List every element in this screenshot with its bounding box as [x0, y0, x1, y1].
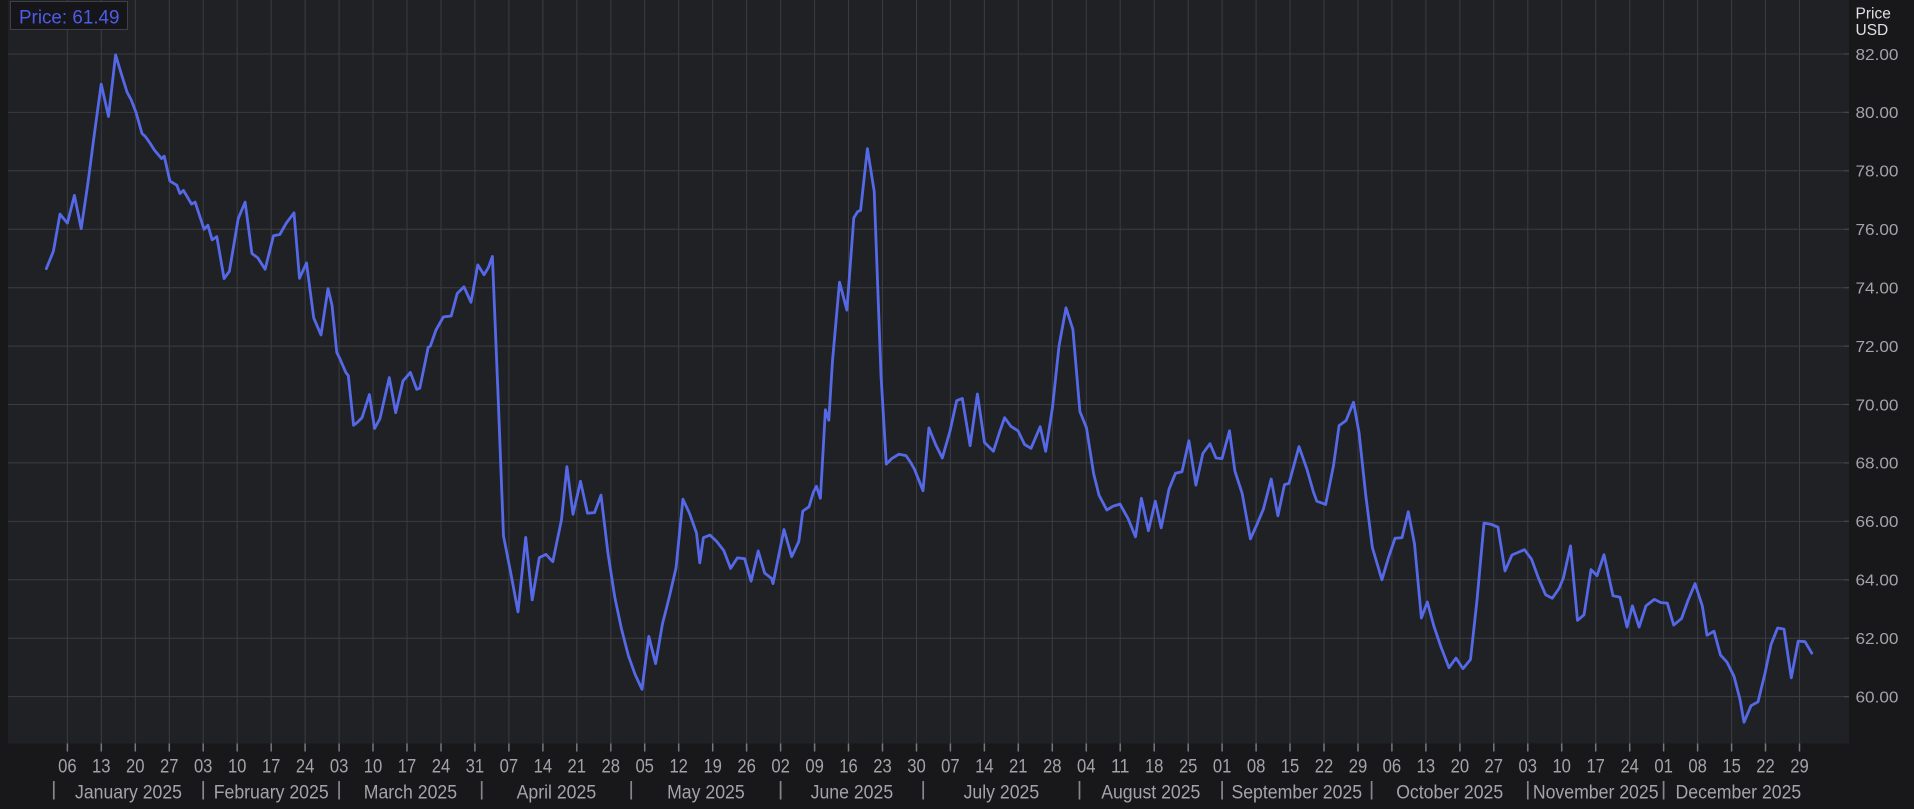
- svg-text:August 2025: August 2025: [1101, 783, 1200, 804]
- svg-text:01: 01: [1654, 757, 1673, 778]
- svg-text:23: 23: [873, 757, 892, 778]
- svg-text:74.00: 74.00: [1856, 281, 1899, 298]
- svg-text:66.00: 66.00: [1856, 514, 1899, 531]
- svg-text:July 2025: July 2025: [964, 783, 1040, 804]
- svg-text:January 2025: January 2025: [75, 783, 182, 804]
- svg-text:22: 22: [1756, 757, 1775, 778]
- svg-text:13: 13: [92, 757, 111, 778]
- svg-text:21: 21: [568, 757, 587, 778]
- svg-text:12: 12: [669, 757, 688, 778]
- svg-text:06: 06: [1383, 757, 1402, 778]
- svg-text:02: 02: [771, 757, 790, 778]
- svg-text:December 2025: December 2025: [1676, 783, 1802, 804]
- svg-text:03: 03: [330, 757, 349, 778]
- svg-text:70.00: 70.00: [1856, 397, 1899, 414]
- svg-text:10: 10: [228, 757, 247, 778]
- svg-text:November 2025: November 2025: [1533, 783, 1659, 804]
- svg-text:24: 24: [296, 757, 315, 778]
- svg-text:27: 27: [1485, 757, 1504, 778]
- svg-text:September 2025: September 2025: [1231, 783, 1362, 804]
- svg-text:Price: Price: [1856, 6, 1891, 23]
- svg-text:18: 18: [1145, 757, 1164, 778]
- svg-text:25: 25: [1179, 757, 1198, 778]
- svg-text:07: 07: [500, 757, 519, 778]
- svg-text:28: 28: [602, 757, 621, 778]
- svg-text:03: 03: [194, 757, 213, 778]
- svg-text:15: 15: [1281, 757, 1300, 778]
- svg-text:16: 16: [839, 757, 858, 778]
- svg-text:01: 01: [1213, 757, 1232, 778]
- svg-text:October 2025: October 2025: [1396, 783, 1503, 804]
- svg-text:28: 28: [1043, 757, 1062, 778]
- svg-text:29: 29: [1349, 757, 1368, 778]
- svg-text:80.00: 80.00: [1856, 105, 1899, 122]
- svg-text:February 2025: February 2025: [214, 783, 329, 804]
- svg-text:13: 13: [1417, 757, 1436, 778]
- svg-text:May 2025: May 2025: [667, 783, 745, 804]
- svg-text:17: 17: [398, 757, 417, 778]
- svg-text:17: 17: [262, 757, 281, 778]
- svg-text:22: 22: [1315, 757, 1334, 778]
- svg-text:USD: USD: [1856, 22, 1889, 39]
- svg-text:05: 05: [635, 757, 654, 778]
- svg-text:June 2025: June 2025: [811, 783, 894, 804]
- svg-text:62.00: 62.00: [1856, 631, 1899, 648]
- svg-text:60.00: 60.00: [1856, 689, 1899, 706]
- svg-text:24: 24: [1620, 757, 1639, 778]
- svg-text:Price: 61.49: Price: 61.49: [19, 7, 120, 29]
- svg-text:76.00: 76.00: [1856, 222, 1899, 239]
- svg-text:72.00: 72.00: [1856, 339, 1899, 356]
- svg-text:April 2025: April 2025: [517, 783, 597, 804]
- svg-text:24: 24: [432, 757, 451, 778]
- svg-text:14: 14: [534, 757, 553, 778]
- svg-text:March 2025: March 2025: [364, 783, 457, 804]
- svg-text:15: 15: [1722, 757, 1741, 778]
- svg-text:07: 07: [941, 757, 960, 778]
- svg-text:30: 30: [907, 757, 926, 778]
- svg-text:82.00: 82.00: [1856, 47, 1899, 64]
- svg-text:11: 11: [1111, 757, 1130, 778]
- svg-text:08: 08: [1247, 757, 1266, 778]
- svg-text:14: 14: [975, 757, 994, 778]
- svg-text:27: 27: [160, 757, 179, 778]
- svg-text:68.00: 68.00: [1856, 456, 1899, 473]
- svg-text:10: 10: [1552, 757, 1571, 778]
- svg-text:64.00: 64.00: [1856, 573, 1899, 590]
- svg-text:19: 19: [703, 757, 722, 778]
- svg-text:20: 20: [1451, 757, 1470, 778]
- svg-text:31: 31: [466, 757, 485, 778]
- svg-text:03: 03: [1519, 757, 1538, 778]
- svg-text:26: 26: [737, 757, 756, 778]
- svg-text:20: 20: [126, 757, 145, 778]
- svg-text:29: 29: [1790, 757, 1809, 778]
- svg-text:21: 21: [1009, 757, 1028, 778]
- svg-text:04: 04: [1077, 757, 1096, 778]
- svg-text:08: 08: [1688, 757, 1707, 778]
- svg-text:06: 06: [58, 757, 77, 778]
- svg-text:17: 17: [1586, 757, 1605, 778]
- svg-text:78.00: 78.00: [1856, 164, 1899, 181]
- svg-text:09: 09: [805, 757, 824, 778]
- svg-text:10: 10: [364, 757, 383, 778]
